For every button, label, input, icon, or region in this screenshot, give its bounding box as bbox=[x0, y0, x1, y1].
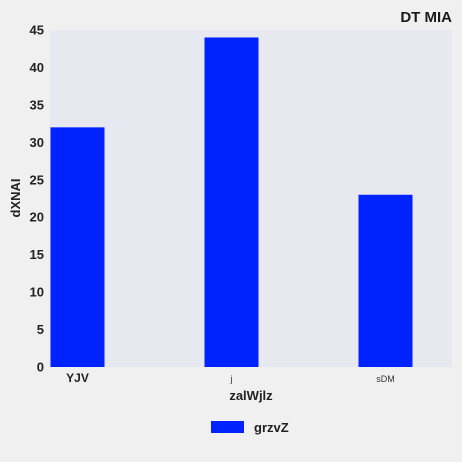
x-axis-label: zalWjlz bbox=[229, 388, 273, 403]
y-tick-label: 15 bbox=[30, 247, 44, 262]
y-tick-label: 5 bbox=[37, 322, 44, 337]
x-tick-label: sDM bbox=[376, 374, 395, 384]
bars-layer bbox=[50, 37, 413, 367]
x-axis-ticks: YJV j sDM bbox=[66, 371, 395, 385]
chart-title: DT MIA bbox=[400, 9, 452, 26]
bar-YJV bbox=[50, 127, 105, 367]
bar-j bbox=[204, 37, 259, 367]
legend-label: grzvZ bbox=[254, 420, 289, 435]
y-tick-label: 35 bbox=[30, 97, 44, 112]
bar-sDM bbox=[358, 194, 413, 367]
x-tick-label: j bbox=[230, 374, 233, 384]
y-tick-label: 20 bbox=[30, 210, 44, 225]
y-tick-label: 40 bbox=[30, 60, 44, 75]
y-axis-ticks: 0 5 10 15 20 25 30 35 40 45 bbox=[30, 23, 44, 375]
legend-swatch bbox=[211, 421, 244, 433]
y-axis-label: dXNAI bbox=[8, 179, 23, 218]
y-tick-label: 45 bbox=[30, 23, 44, 38]
y-tick-label: 0 bbox=[37, 360, 44, 375]
legend: grzvZ bbox=[211, 420, 289, 435]
y-tick-label: 25 bbox=[30, 172, 44, 187]
y-tick-label: 30 bbox=[30, 135, 44, 150]
x-tick-label: YJV bbox=[66, 371, 89, 385]
y-tick-label: 10 bbox=[30, 285, 44, 300]
